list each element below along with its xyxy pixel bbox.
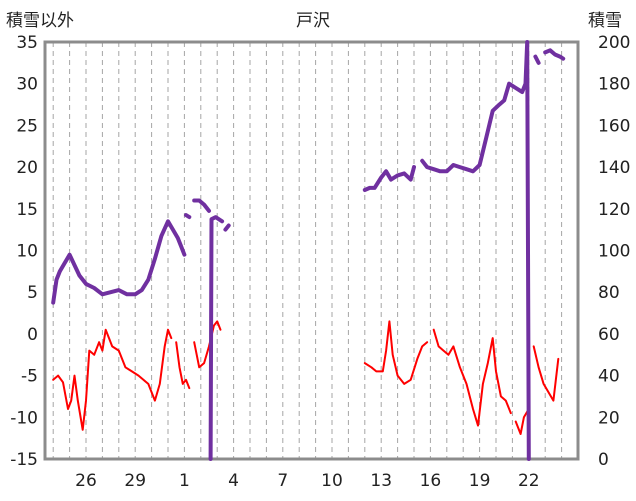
right-tick-label: 100	[598, 242, 630, 262]
left-tick-label: 15	[16, 200, 38, 220]
left-tick-label: 25	[16, 116, 38, 136]
x-axis: 26 29 1 4 7 10 13 16 19 22	[75, 471, 539, 491]
other-line	[363, 320, 429, 385]
right-tick-label: 20	[598, 408, 620, 428]
other-line	[532, 345, 560, 402]
left-tick-label: 10	[16, 242, 38, 262]
left-tick-label: 30	[16, 75, 38, 95]
x-tick-label: 19	[469, 471, 491, 491]
snow-depth-line	[543, 48, 566, 61]
other-line	[175, 341, 191, 390]
grid	[52, 42, 563, 459]
right-tick-label: 160	[598, 116, 630, 136]
snow-depth-line	[184, 213, 192, 220]
right-axis-title: 積雪	[588, 11, 622, 31]
snow-depth-line	[362, 165, 416, 192]
left-tick-label: 20	[16, 158, 38, 178]
left-axis-title: 積雪以外	[6, 11, 74, 31]
other-line	[52, 328, 173, 431]
other-line	[514, 408, 530, 435]
chart-title: 戸沢	[296, 11, 330, 31]
x-tick-label: 16	[420, 471, 442, 491]
x-tick-label: 22	[518, 471, 540, 491]
x-tick-label: 1	[179, 471, 190, 491]
snow-depth-line	[51, 219, 187, 305]
snow-depth-line	[223, 223, 231, 232]
snow-depth-line	[533, 54, 541, 65]
other-line	[193, 320, 222, 369]
x-tick-label: 4	[228, 471, 239, 491]
right-tick-label: 60	[598, 325, 620, 345]
right-tick-label: 180	[598, 75, 630, 95]
right-tick-label: 120	[598, 200, 630, 220]
left-axis: 35 30 25 20 15 10 5 0 -5 -10 -15	[10, 33, 38, 470]
other-line	[432, 328, 512, 427]
x-tick-label: 10	[321, 471, 343, 491]
snow-depth-line	[420, 40, 531, 461]
left-tick-label: 0	[27, 325, 38, 345]
left-tick-label: -15	[10, 450, 38, 470]
snow-depth-line	[192, 198, 211, 213]
right-tick-label: 0	[598, 450, 609, 470]
x-tick-label: 26	[75, 471, 97, 491]
left-tick-label: 5	[27, 283, 38, 303]
left-tick-label: -10	[10, 408, 38, 428]
right-tick-label: 80	[598, 283, 620, 303]
series-layer	[51, 40, 566, 461]
right-tick-label: 140	[598, 158, 630, 178]
right-tick-label: 200	[598, 33, 630, 53]
left-tick-label: 35	[16, 33, 38, 53]
x-tick-label: 29	[124, 471, 146, 491]
left-tick-label: -5	[21, 367, 38, 387]
right-tick-label: 40	[598, 367, 620, 387]
x-tick-label: 7	[277, 471, 288, 491]
snow-depth-line	[208, 215, 225, 461]
x-tick-label: 13	[370, 471, 392, 491]
plot-frame	[43, 40, 580, 461]
